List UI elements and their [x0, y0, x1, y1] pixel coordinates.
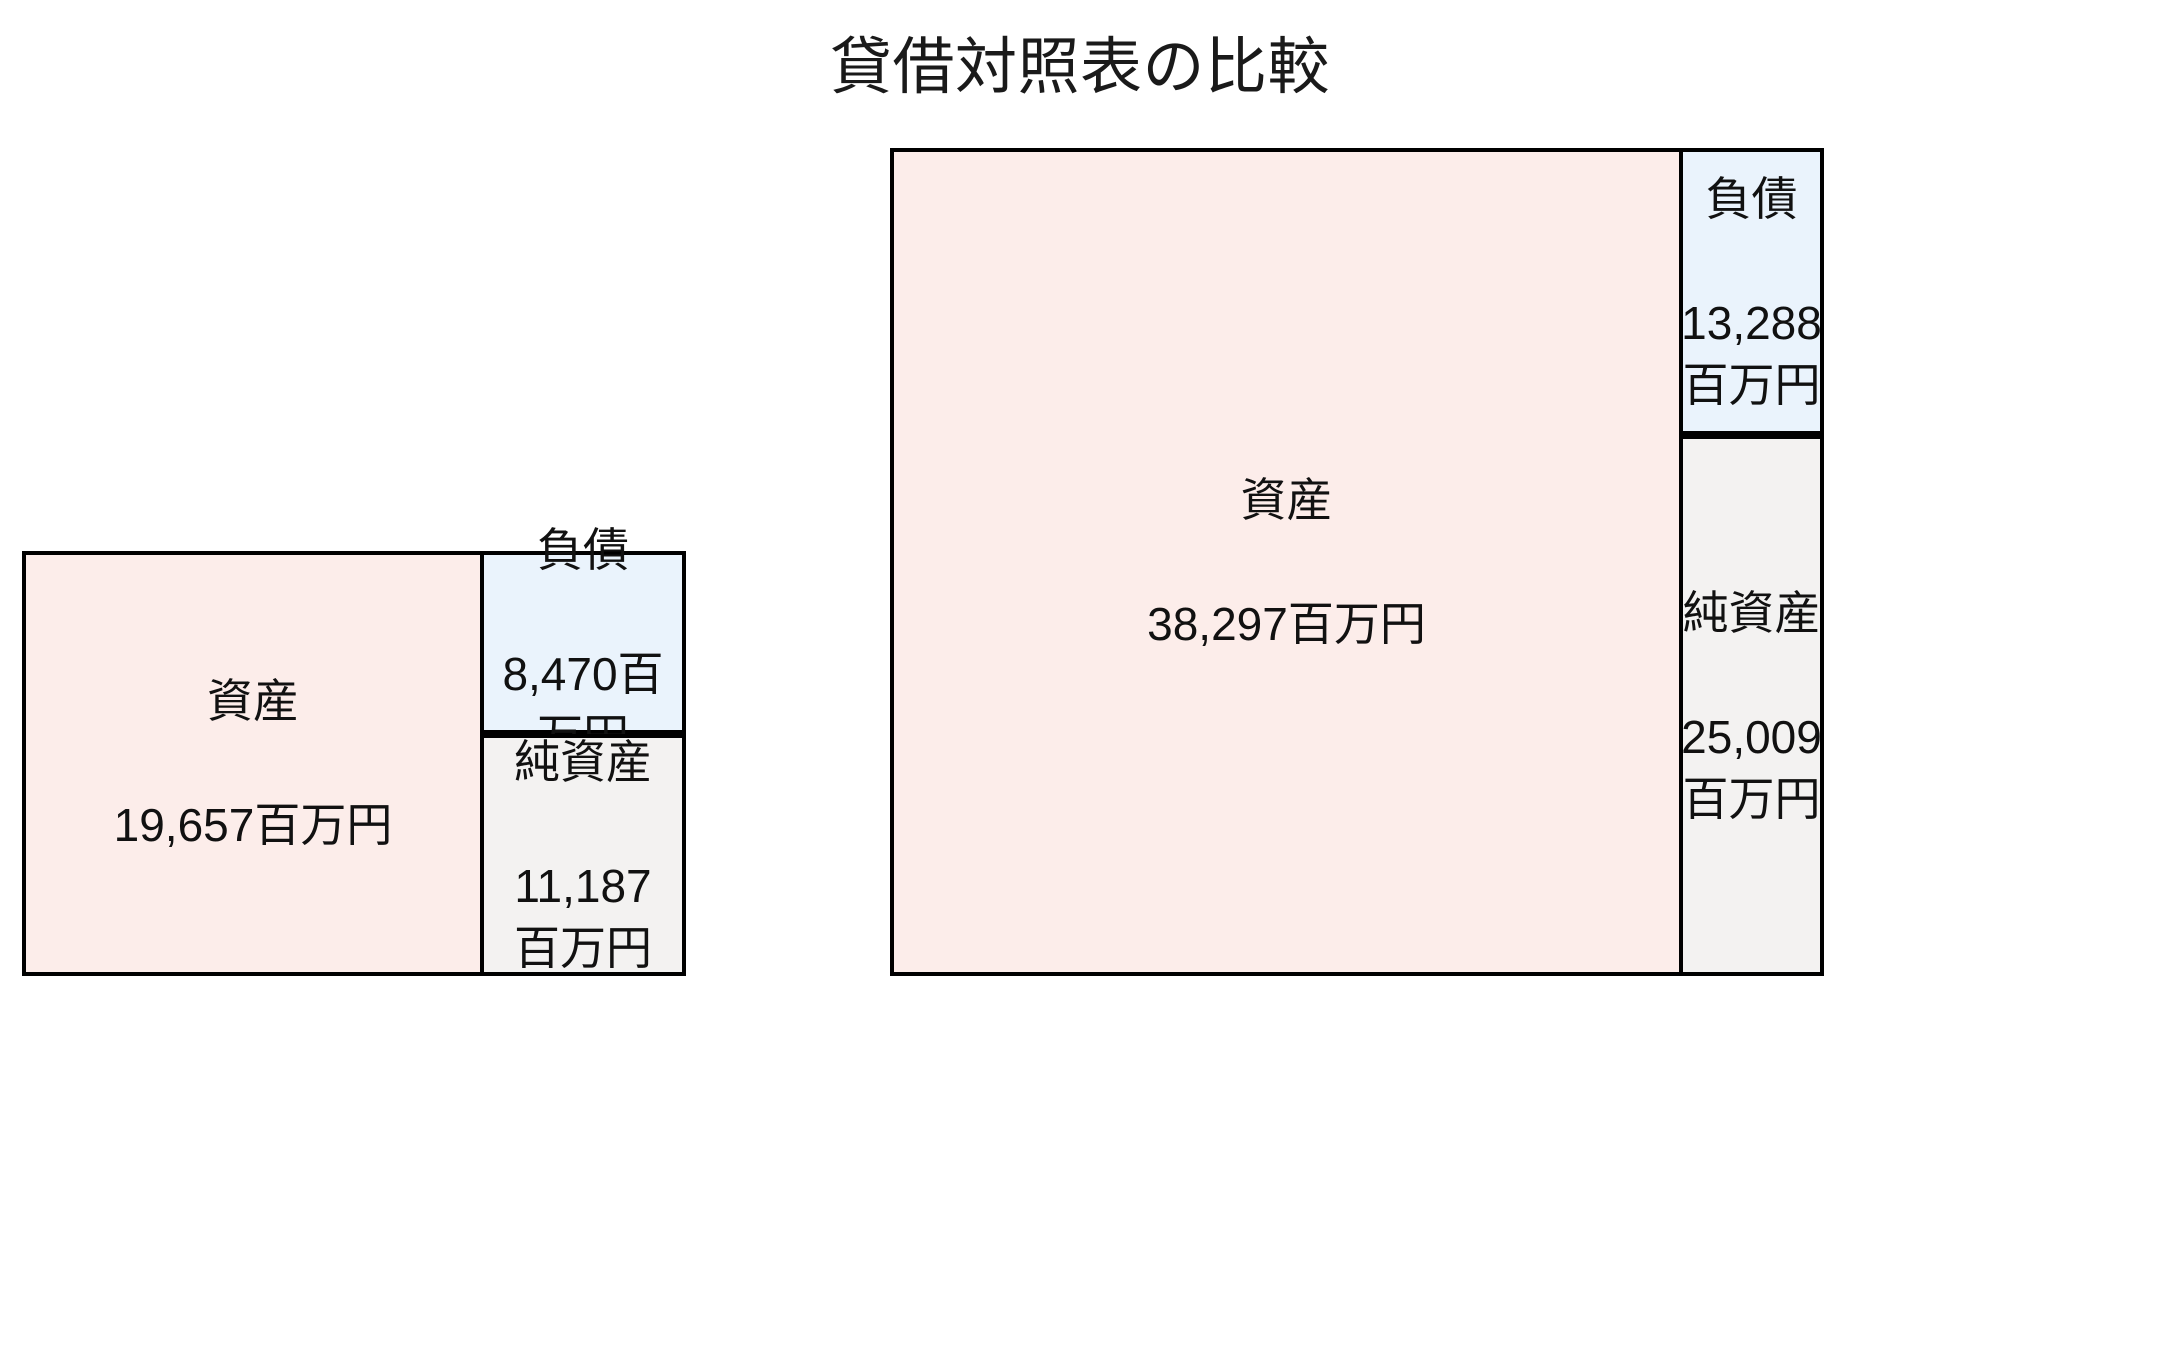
right-asset-block[interactable]: 資産 38,297百万円 — [890, 148, 1683, 976]
left-asset-value: 19,657百万円 — [113, 799, 393, 852]
right-equity-label: 純資産 — [1682, 586, 1821, 639]
right-asset-value: 38,297百万円 — [1147, 598, 1426, 650]
right-asset-label: 資産 — [1240, 474, 1333, 526]
right-asset-text: 資産 38,297百万円 — [1137, 407, 1436, 717]
left-asset-text: 資産 19,657百万円 — [104, 608, 403, 918]
right-liability-value: 13,288百万円 — [1681, 296, 1822, 411]
right-equity-value: 25,009百万円 — [1681, 710, 1822, 825]
chart-title: 貸借対照表の比較 — [829, 33, 1330, 102]
balance-sheet-panel-left: 資産 19,657百万円 負債 8,470百万円 純資産 11,187百万円 — [22, 524, 686, 976]
balance-sheet-panel-right: 資産 38,297百万円 負債 13,288百万円 純資産 25,009百万円 — [890, 148, 1824, 976]
left-equity-label: 純資産 — [514, 736, 652, 789]
left-liability-label: 負債 — [537, 523, 629, 576]
right-equity-text: 純資産 25,009百万円 — [1671, 520, 1832, 892]
right-liability-label: 負債 — [1705, 172, 1798, 225]
left-asset-block[interactable]: 資産 19,657百万円 — [22, 551, 484, 976]
right-equity-block[interactable]: 純資産 25,009百万円 — [1679, 435, 1824, 976]
left-asset-label: 資産 — [206, 675, 299, 728]
right-liability-block[interactable]: 負債 13,288百万円 — [1679, 148, 1824, 436]
left-equity-value: 11,187百万円 — [514, 860, 652, 975]
left-equity-block[interactable]: 純資産 11,187百万円 — [480, 734, 686, 976]
left-equity-text: 純資産 11,187百万円 — [484, 669, 682, 1041]
right-liability-text: 負債 13,288百万円 — [1671, 106, 1832, 478]
